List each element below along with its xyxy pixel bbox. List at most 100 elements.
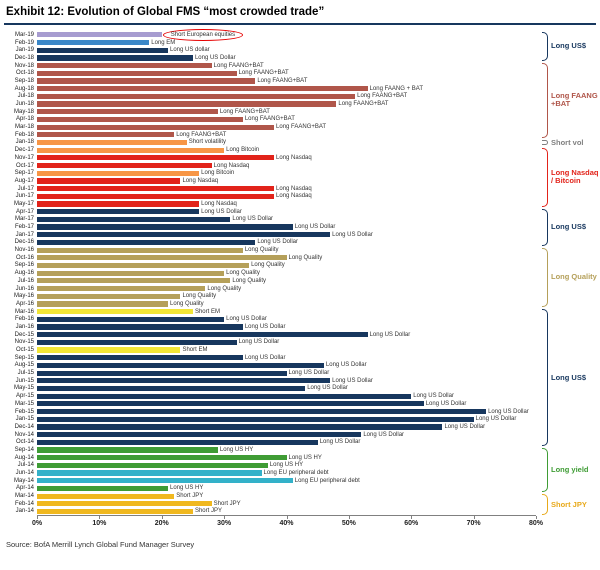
bar-track: Long US Dollar bbox=[37, 401, 536, 407]
axis-tick-label: 40% bbox=[279, 520, 294, 528]
bar-track: Short EM bbox=[37, 347, 536, 353]
bar bbox=[37, 401, 424, 407]
bar bbox=[37, 439, 318, 445]
trade-group: Long Quality bbox=[542, 247, 600, 309]
bar-label: Long US HY bbox=[169, 485, 204, 492]
month-label: Oct-18 bbox=[15, 70, 34, 77]
chart-title: Exhibit 12: Evolution of Global FMS “mos… bbox=[4, 0, 596, 25]
bar-track: Long US Dollar bbox=[37, 416, 536, 422]
bar-label: Long Quality bbox=[244, 247, 279, 254]
bracket-icon bbox=[542, 62, 548, 138]
bar-label: Long Nasdaq bbox=[213, 162, 250, 169]
bar-label: Long Quality bbox=[232, 277, 267, 284]
month-label: May-17 bbox=[13, 200, 34, 207]
bar bbox=[37, 347, 181, 353]
bar-label: Long FAANG+BAT bbox=[219, 108, 270, 115]
chart-row: Mar-17 Long US Dollar bbox=[4, 216, 536, 224]
chart-row: Oct-17 Long Nasdaq bbox=[4, 162, 536, 170]
bar bbox=[37, 293, 181, 299]
group-label: Long Quality bbox=[551, 272, 597, 282]
bar-track: Long US HY bbox=[37, 446, 536, 453]
trade-group: Long Nasdaq / Bitcoin bbox=[542, 147, 600, 209]
group-label: Long yield bbox=[551, 464, 589, 474]
chart-row: Jan-19 Long US dollar bbox=[4, 46, 536, 54]
bracket-icon bbox=[542, 139, 548, 146]
bar-track: Long US Dollar bbox=[37, 409, 536, 415]
bar-label: Long EM bbox=[151, 39, 176, 46]
bar bbox=[37, 186, 275, 192]
bar-label: Long Nasdaq bbox=[276, 193, 312, 200]
bar bbox=[37, 316, 225, 322]
bracket-icon bbox=[542, 247, 548, 308]
group-label: Short vol bbox=[551, 137, 584, 147]
chart-row: Sep-17 Long Bitcoin bbox=[4, 169, 536, 177]
bar-track: Long FAANG+BAT bbox=[37, 132, 536, 138]
bar-track: Long US Dollar bbox=[37, 378, 536, 384]
month-label: Jun-16 bbox=[15, 285, 34, 292]
bar-label: Long US Dollar bbox=[444, 423, 486, 430]
chart-row: Apr-17 Long US Dollar bbox=[4, 208, 536, 216]
chart-row: Jul-15 Long US Dollar bbox=[4, 369, 536, 377]
bar-label: Long Nasdaq bbox=[201, 200, 237, 207]
bar bbox=[37, 339, 237, 345]
month-label: Dec-18 bbox=[14, 54, 34, 61]
bracket-icon bbox=[542, 309, 548, 446]
chart-row: Apr-16 Long Quality bbox=[4, 300, 536, 308]
bar-track: Long FAANG+BAT bbox=[37, 124, 536, 130]
month-label: Dec-14 bbox=[14, 423, 34, 430]
bar bbox=[37, 224, 293, 230]
chart-row: Jun-18 Long FAANG+BAT bbox=[4, 100, 536, 108]
month-label: Jan-14 bbox=[15, 508, 34, 515]
trade-group: Short vol bbox=[542, 137, 600, 147]
bar-label: Long Quality bbox=[226, 270, 260, 277]
bracket-icon bbox=[542, 209, 548, 246]
chart-row: Nov-16 Long Quality bbox=[4, 246, 536, 254]
chart-row: Nov-17 Long Nasdaq bbox=[4, 154, 536, 162]
month-label: Nov-18 bbox=[14, 62, 34, 69]
bar bbox=[37, 416, 474, 422]
bar-label: Long US Dollar bbox=[238, 339, 280, 346]
chart-row: Jan-16 Long US Dollar bbox=[4, 323, 536, 331]
month-label: Feb-15 bbox=[14, 408, 34, 415]
chart-row: Oct-15 Short EM bbox=[4, 346, 536, 354]
bar-label: Long FAANG + BAT bbox=[369, 85, 423, 92]
bar-track: Long US Dollar bbox=[37, 232, 536, 238]
chart-row: Feb-19 Long EM bbox=[4, 39, 536, 47]
bar-label: Long FAANG+BAT bbox=[213, 62, 264, 69]
bar-label: Long US Dollar bbox=[363, 431, 405, 438]
month-label: May-15 bbox=[13, 385, 34, 392]
bar-label: Short JPY bbox=[194, 508, 222, 515]
bar bbox=[37, 508, 193, 515]
bar bbox=[37, 63, 212, 69]
bar-track: Long EM bbox=[37, 39, 536, 46]
chart-row: Nov-14 Long US Dollar bbox=[4, 431, 536, 439]
axis-tick-label: 60% bbox=[404, 520, 419, 528]
bar-track: Short European equities bbox=[37, 28, 536, 41]
chart-row: Aug-17 Long Nasdaq bbox=[4, 177, 536, 185]
chart-rows: Mar-19 Short European equities Feb-19 Long … bbox=[4, 28, 536, 515]
bar-track: Short JPY bbox=[37, 501, 536, 507]
bar bbox=[37, 32, 162, 38]
bar-track: Long Quality bbox=[37, 255, 536, 261]
bar bbox=[37, 209, 200, 215]
chart-row: Jan-18 Short volatility bbox=[4, 139, 536, 147]
trade-group: Long yield bbox=[542, 447, 600, 493]
bar bbox=[37, 501, 212, 507]
bar-label: Long US Dollar bbox=[319, 439, 361, 446]
chart-row: Aug-14 Long US HY bbox=[4, 454, 536, 462]
chart-row: Jun-15 Long US Dollar bbox=[4, 377, 536, 385]
month-label: Sep-14 bbox=[14, 446, 34, 453]
bar bbox=[37, 462, 268, 468]
bar bbox=[37, 255, 287, 261]
chart-row: Apr-15 Long US Dollar bbox=[4, 392, 536, 400]
chart-row: Mar-16 Short EM bbox=[4, 308, 536, 316]
bar-label: Long FAANG+BAT bbox=[357, 93, 408, 100]
bar bbox=[37, 47, 168, 53]
bar-track: Long FAANG+BAT bbox=[37, 78, 536, 84]
bar bbox=[37, 393, 412, 399]
bar-label: Long Nasdaq bbox=[182, 177, 219, 184]
month-label: May-18 bbox=[13, 108, 34, 115]
month-label: Jul-14 bbox=[17, 462, 34, 469]
bar bbox=[37, 70, 237, 76]
bar-label: Long US HY bbox=[219, 446, 254, 453]
